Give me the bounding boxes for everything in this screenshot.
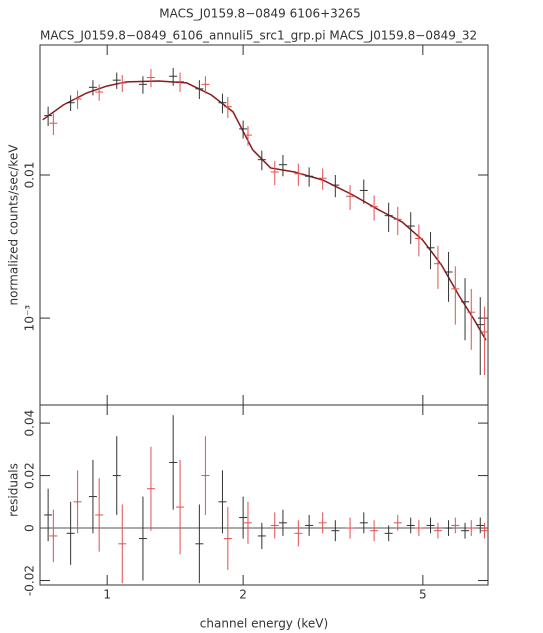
y-tick-label: 0.02	[23, 462, 37, 489]
x-tick-label: 1	[103, 588, 111, 602]
y-tick-label: 10⁻³	[23, 305, 37, 332]
y-tick-label: -0.02	[23, 565, 37, 596]
y-axis-label: normalized counts/sec/keV	[7, 144, 21, 306]
plot-frame	[39, 404, 489, 586]
y-axis-label: residuals	[7, 463, 21, 517]
chart-subtitle: MACS_J0159.8−0849_6106_annuli5_src1_grp.…	[40, 29, 477, 43]
model-line	[42, 80, 487, 341]
x-tick-label: 5	[419, 588, 427, 602]
chart-title: MACS_J0159.8−0849 6106+3265	[159, 7, 360, 21]
y-tick-label: 0.04	[23, 410, 37, 437]
x-axis-label: channel energy (keV)	[200, 617, 328, 631]
y-tick-label: 0.01	[23, 162, 37, 189]
y-tick-label: 0	[23, 524, 37, 532]
x-tick-label: 2	[239, 588, 247, 602]
